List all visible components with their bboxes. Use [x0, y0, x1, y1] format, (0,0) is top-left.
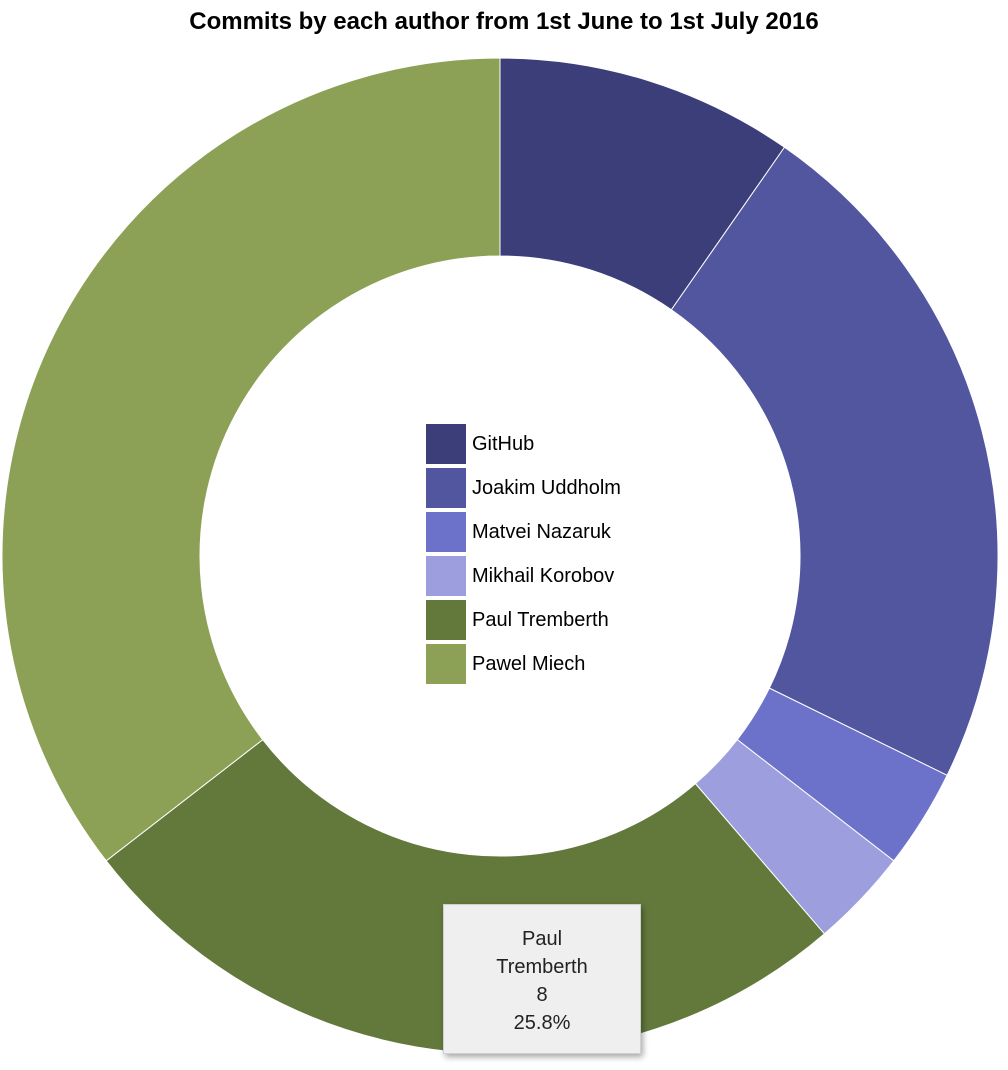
legend-label: GitHub	[472, 433, 535, 455]
legend-label: Pawel Miech	[472, 653, 586, 675]
legend-item[interactable]: Joakim Uddholm	[426, 468, 621, 512]
slice-joakim-uddholm[interactable]	[670, 146, 999, 776]
legend-item[interactable]: Pawel Miech	[426, 644, 621, 688]
legend-label: Mikhail Korobov	[472, 565, 615, 587]
legend-item[interactable]: Mikhail Korobov	[426, 556, 621, 600]
legend-label: Paul Tremberth	[472, 609, 609, 631]
legend: GitHub Joakim Uddholm Matvei Nazaruk Mikhai…	[426, 424, 621, 688]
legend-item[interactable]: Paul Tremberth	[426, 600, 621, 644]
slice-pawel-miech[interactable]	[1, 57, 501, 862]
tooltip-percent: 25.8%	[513, 1012, 571, 1034]
tooltip-name: Paul Tremberth	[496, 928, 588, 978]
legend-item[interactable]: Matvei Nazaruk	[426, 512, 621, 556]
legend-label: Joakim Uddholm	[472, 477, 621, 499]
legend-item[interactable]: GitHub	[426, 424, 621, 468]
legend-label: Matvei Nazaruk	[472, 521, 611, 543]
legend-swatch	[426, 556, 466, 596]
legend-swatch	[426, 512, 466, 552]
slice-tooltip: Paul Tremberth 8 25.8%	[443, 904, 641, 1054]
legend-swatch	[426, 600, 466, 640]
legend-swatch	[426, 424, 466, 464]
legend-swatch	[426, 644, 466, 684]
tooltip-value: 8	[536, 984, 548, 1006]
chart-title: Commits by each author from 1st June to …	[189, 8, 819, 35]
legend-swatch	[426, 468, 466, 508]
